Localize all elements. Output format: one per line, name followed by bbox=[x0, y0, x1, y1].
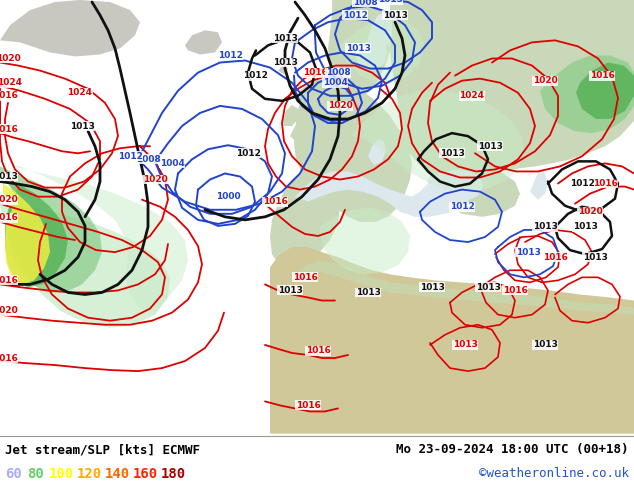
Text: 1016: 1016 bbox=[543, 253, 567, 262]
Polygon shape bbox=[3, 184, 50, 284]
Text: 140: 140 bbox=[105, 467, 130, 481]
Text: 1000: 1000 bbox=[216, 192, 240, 201]
Text: 1008: 1008 bbox=[136, 155, 160, 164]
Polygon shape bbox=[290, 123, 310, 143]
Text: 1016: 1016 bbox=[593, 179, 618, 188]
Text: 1013: 1013 bbox=[346, 44, 370, 53]
Polygon shape bbox=[428, 161, 520, 217]
Text: 180: 180 bbox=[161, 467, 186, 481]
Polygon shape bbox=[270, 173, 340, 270]
Text: 1016: 1016 bbox=[262, 197, 287, 206]
Text: 1013: 1013 bbox=[515, 247, 540, 257]
Text: 1008: 1008 bbox=[353, 0, 377, 6]
Polygon shape bbox=[278, 67, 288, 74]
Text: 1008: 1008 bbox=[326, 68, 351, 77]
Polygon shape bbox=[350, 91, 525, 192]
Text: 1012: 1012 bbox=[342, 11, 368, 20]
Text: 1024: 1024 bbox=[0, 78, 22, 87]
Polygon shape bbox=[294, 75, 412, 222]
Polygon shape bbox=[283, 105, 298, 126]
Text: 1024: 1024 bbox=[67, 88, 93, 98]
Text: 1004: 1004 bbox=[323, 78, 347, 87]
Polygon shape bbox=[0, 167, 102, 293]
Text: 1013: 1013 bbox=[378, 0, 403, 4]
Text: 1013: 1013 bbox=[476, 283, 500, 292]
Text: 1016: 1016 bbox=[292, 273, 318, 282]
Text: 1013: 1013 bbox=[477, 142, 502, 151]
Text: Jet stream/SLP [kts] ECMWF: Jet stream/SLP [kts] ECMWF bbox=[5, 443, 200, 456]
Polygon shape bbox=[296, 89, 328, 126]
Polygon shape bbox=[270, 247, 634, 434]
Text: 1016: 1016 bbox=[302, 68, 327, 77]
Text: 1013: 1013 bbox=[382, 11, 408, 20]
Text: 1020: 1020 bbox=[328, 101, 353, 110]
Text: 1024: 1024 bbox=[460, 91, 484, 100]
Text: 1013: 1013 bbox=[70, 122, 94, 130]
Text: 60: 60 bbox=[5, 467, 22, 481]
Polygon shape bbox=[368, 12, 392, 52]
Text: 1020: 1020 bbox=[0, 306, 17, 315]
Text: 1016: 1016 bbox=[0, 353, 18, 363]
Text: 1012: 1012 bbox=[117, 152, 143, 161]
Text: 1020: 1020 bbox=[533, 76, 557, 85]
Text: 1020: 1020 bbox=[0, 54, 20, 63]
Polygon shape bbox=[328, 0, 390, 99]
Polygon shape bbox=[0, 202, 170, 328]
Text: 1012: 1012 bbox=[450, 202, 474, 211]
Text: 1012: 1012 bbox=[217, 51, 242, 60]
Text: ©weatheronline.co.uk: ©weatheronline.co.uk bbox=[479, 467, 629, 480]
Text: 1020: 1020 bbox=[0, 195, 17, 204]
Polygon shape bbox=[295, 172, 472, 217]
Text: 1013: 1013 bbox=[533, 222, 557, 231]
Text: 1020: 1020 bbox=[578, 207, 602, 216]
Polygon shape bbox=[390, 0, 634, 176]
Text: 1012: 1012 bbox=[569, 179, 595, 188]
Polygon shape bbox=[432, 170, 483, 202]
Text: 1016: 1016 bbox=[306, 346, 330, 355]
Polygon shape bbox=[0, 0, 140, 56]
Polygon shape bbox=[530, 170, 548, 200]
Polygon shape bbox=[320, 208, 410, 274]
Polygon shape bbox=[0, 163, 188, 315]
Polygon shape bbox=[368, 139, 386, 166]
Polygon shape bbox=[185, 30, 222, 54]
Text: 160: 160 bbox=[133, 467, 158, 481]
Text: 1020: 1020 bbox=[143, 175, 167, 184]
Text: 1013: 1013 bbox=[420, 283, 444, 292]
Text: 1013: 1013 bbox=[439, 149, 465, 158]
Text: 1012: 1012 bbox=[236, 149, 261, 158]
Text: 1016: 1016 bbox=[295, 401, 320, 410]
Polygon shape bbox=[5, 176, 68, 288]
Text: 1016: 1016 bbox=[503, 286, 527, 295]
Polygon shape bbox=[335, 18, 425, 83]
Polygon shape bbox=[355, 38, 388, 71]
Text: 1013: 1013 bbox=[453, 341, 477, 349]
Text: 80: 80 bbox=[27, 467, 44, 481]
Text: 120: 120 bbox=[77, 467, 102, 481]
Text: 1012: 1012 bbox=[243, 71, 268, 80]
Polygon shape bbox=[335, 0, 390, 83]
Text: 1013: 1013 bbox=[533, 341, 557, 349]
Text: 1013: 1013 bbox=[278, 286, 302, 295]
Polygon shape bbox=[540, 55, 634, 133]
Text: 1016: 1016 bbox=[590, 71, 614, 80]
Text: Mo 23-09-2024 18:00 UTC (00+18): Mo 23-09-2024 18:00 UTC (00+18) bbox=[396, 443, 629, 456]
Text: 1016: 1016 bbox=[0, 91, 18, 100]
Polygon shape bbox=[295, 260, 634, 315]
Text: 1004: 1004 bbox=[160, 159, 184, 168]
Text: 1013: 1013 bbox=[273, 34, 297, 43]
Text: 1013: 1013 bbox=[583, 253, 607, 262]
Text: 1016: 1016 bbox=[0, 213, 18, 222]
Text: 100: 100 bbox=[49, 467, 74, 481]
Text: 1013: 1013 bbox=[573, 222, 597, 231]
Polygon shape bbox=[576, 63, 634, 119]
Text: 1013: 1013 bbox=[356, 288, 380, 297]
Text: 1013: 1013 bbox=[0, 172, 18, 181]
Text: 1016: 1016 bbox=[0, 276, 18, 285]
Text: 1016: 1016 bbox=[0, 124, 18, 134]
Text: 1013: 1013 bbox=[273, 58, 297, 67]
